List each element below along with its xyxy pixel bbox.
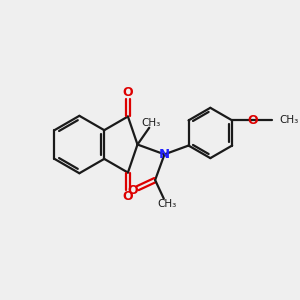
Text: O: O: [127, 184, 138, 197]
Text: CH₃: CH₃: [141, 118, 160, 128]
Text: O: O: [248, 114, 259, 127]
Text: CH₃: CH₃: [157, 199, 176, 209]
Text: O: O: [123, 190, 133, 203]
Text: N: N: [159, 148, 170, 161]
Text: CH₃: CH₃: [279, 116, 298, 125]
Text: O: O: [123, 86, 133, 99]
